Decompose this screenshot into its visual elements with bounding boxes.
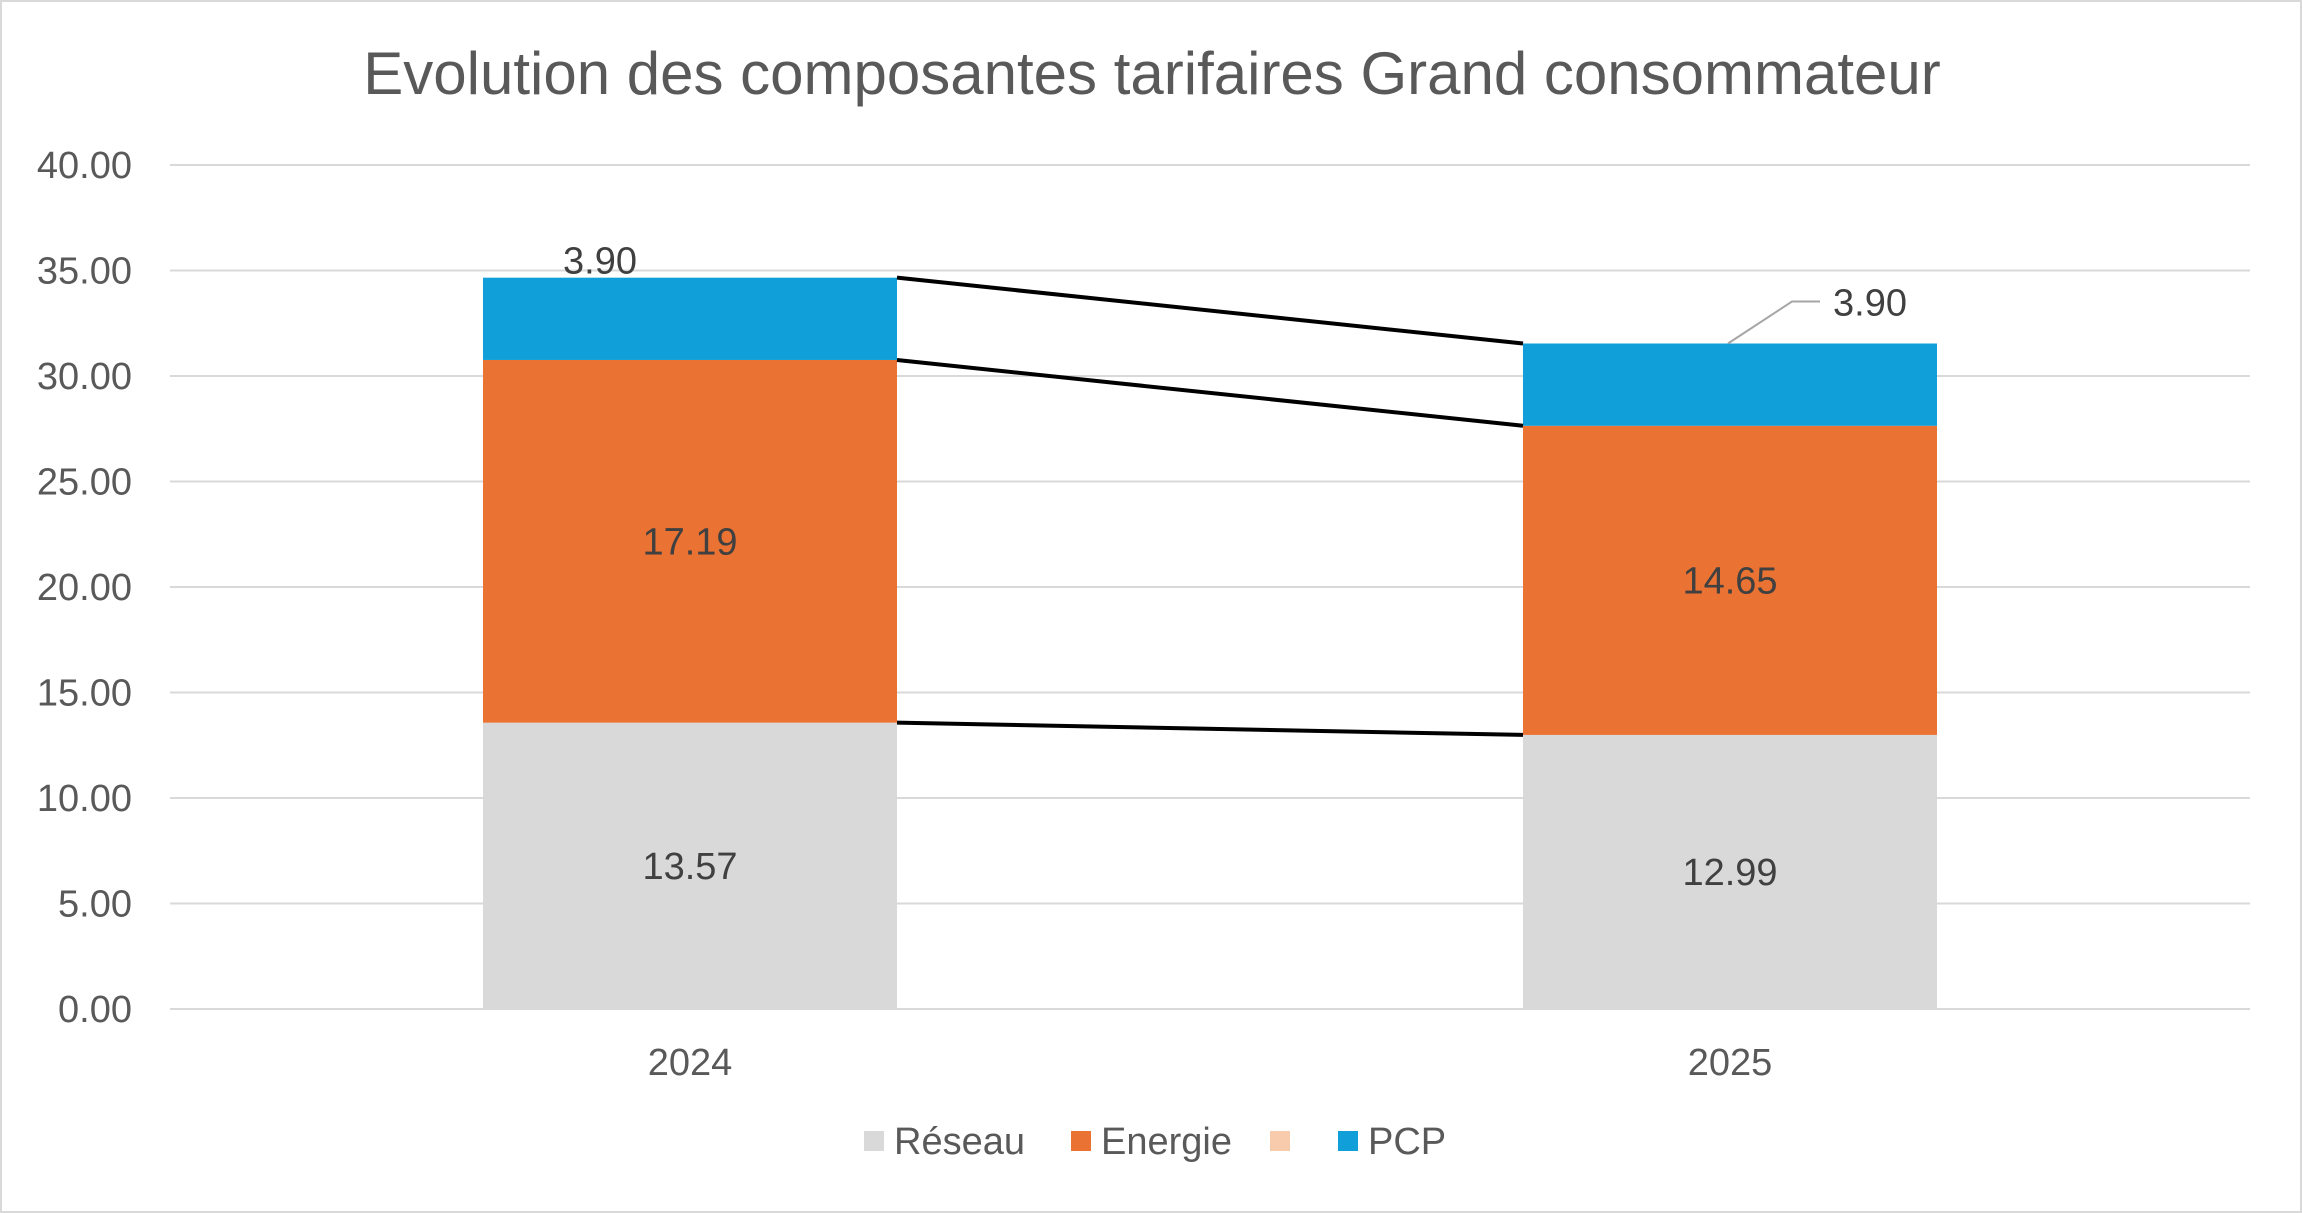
x-category-label: 2025 — [1688, 1042, 1773, 1084]
bars — [483, 277, 1937, 1009]
bar-segment — [483, 277, 897, 360]
y-tick-label: 40.00 — [37, 145, 132, 187]
data-label: 17.19 — [642, 521, 737, 563]
legend-label: Réseau — [894, 1121, 1025, 1163]
data-label: 12.99 — [1682, 852, 1777, 894]
data-label: 3.90 — [563, 241, 637, 283]
y-tick-label: 35.00 — [37, 251, 132, 293]
y-tick-label: 10.00 — [37, 778, 132, 820]
legend-swatch — [1270, 1131, 1290, 1151]
data-label: 14.65 — [1682, 560, 1777, 602]
data-label: 3.90 — [1833, 283, 1907, 325]
y-tick-label: 5.00 — [58, 884, 132, 926]
bar-segment — [483, 359, 897, 723]
x-axis-categories: 2024 2025 — [648, 1042, 1773, 1084]
y-tick-label: 0.00 — [58, 989, 132, 1031]
legend: Réseau Energie PCP — [864, 1121, 1446, 1163]
chart-title: Evolution des composantes tarifaires Gra… — [363, 40, 1940, 107]
y-axis-ticks: 0.00 5.00 10.00 15.00 20.00 25.00 30.00 35.00 40… — [37, 145, 132, 1031]
y-tick-label: 25.00 — [37, 462, 132, 504]
legend-swatch — [864, 1131, 884, 1151]
legend-label: Energie — [1101, 1121, 1232, 1163]
x-category-label: 2024 — [648, 1042, 733, 1084]
legend-swatch — [1071, 1131, 1091, 1151]
legend-swatch — [1338, 1131, 1358, 1151]
series-connector-lines — [896, 275, 1524, 737]
gridlines — [170, 164, 2250, 1010]
y-tick-label: 30.00 — [37, 356, 132, 398]
bar-segment — [1523, 343, 1937, 426]
bar-segment — [1523, 734, 1937, 1009]
series-line — [896, 720, 1524, 737]
data-labels: 13.57 12.99 17.19 14.65 3.90 3.90 — [563, 241, 1907, 894]
bar-segment — [1523, 425, 1937, 735]
y-tick-label: 15.00 — [37, 673, 132, 715]
series-line — [896, 275, 1524, 346]
bar-segment — [483, 722, 897, 1009]
data-label: 13.57 — [642, 846, 737, 888]
y-tick-label: 20.00 — [37, 567, 132, 609]
data-label-leader-line — [1727, 300, 1820, 345]
legend-label: PCP — [1368, 1121, 1446, 1163]
series-line — [896, 357, 1524, 428]
